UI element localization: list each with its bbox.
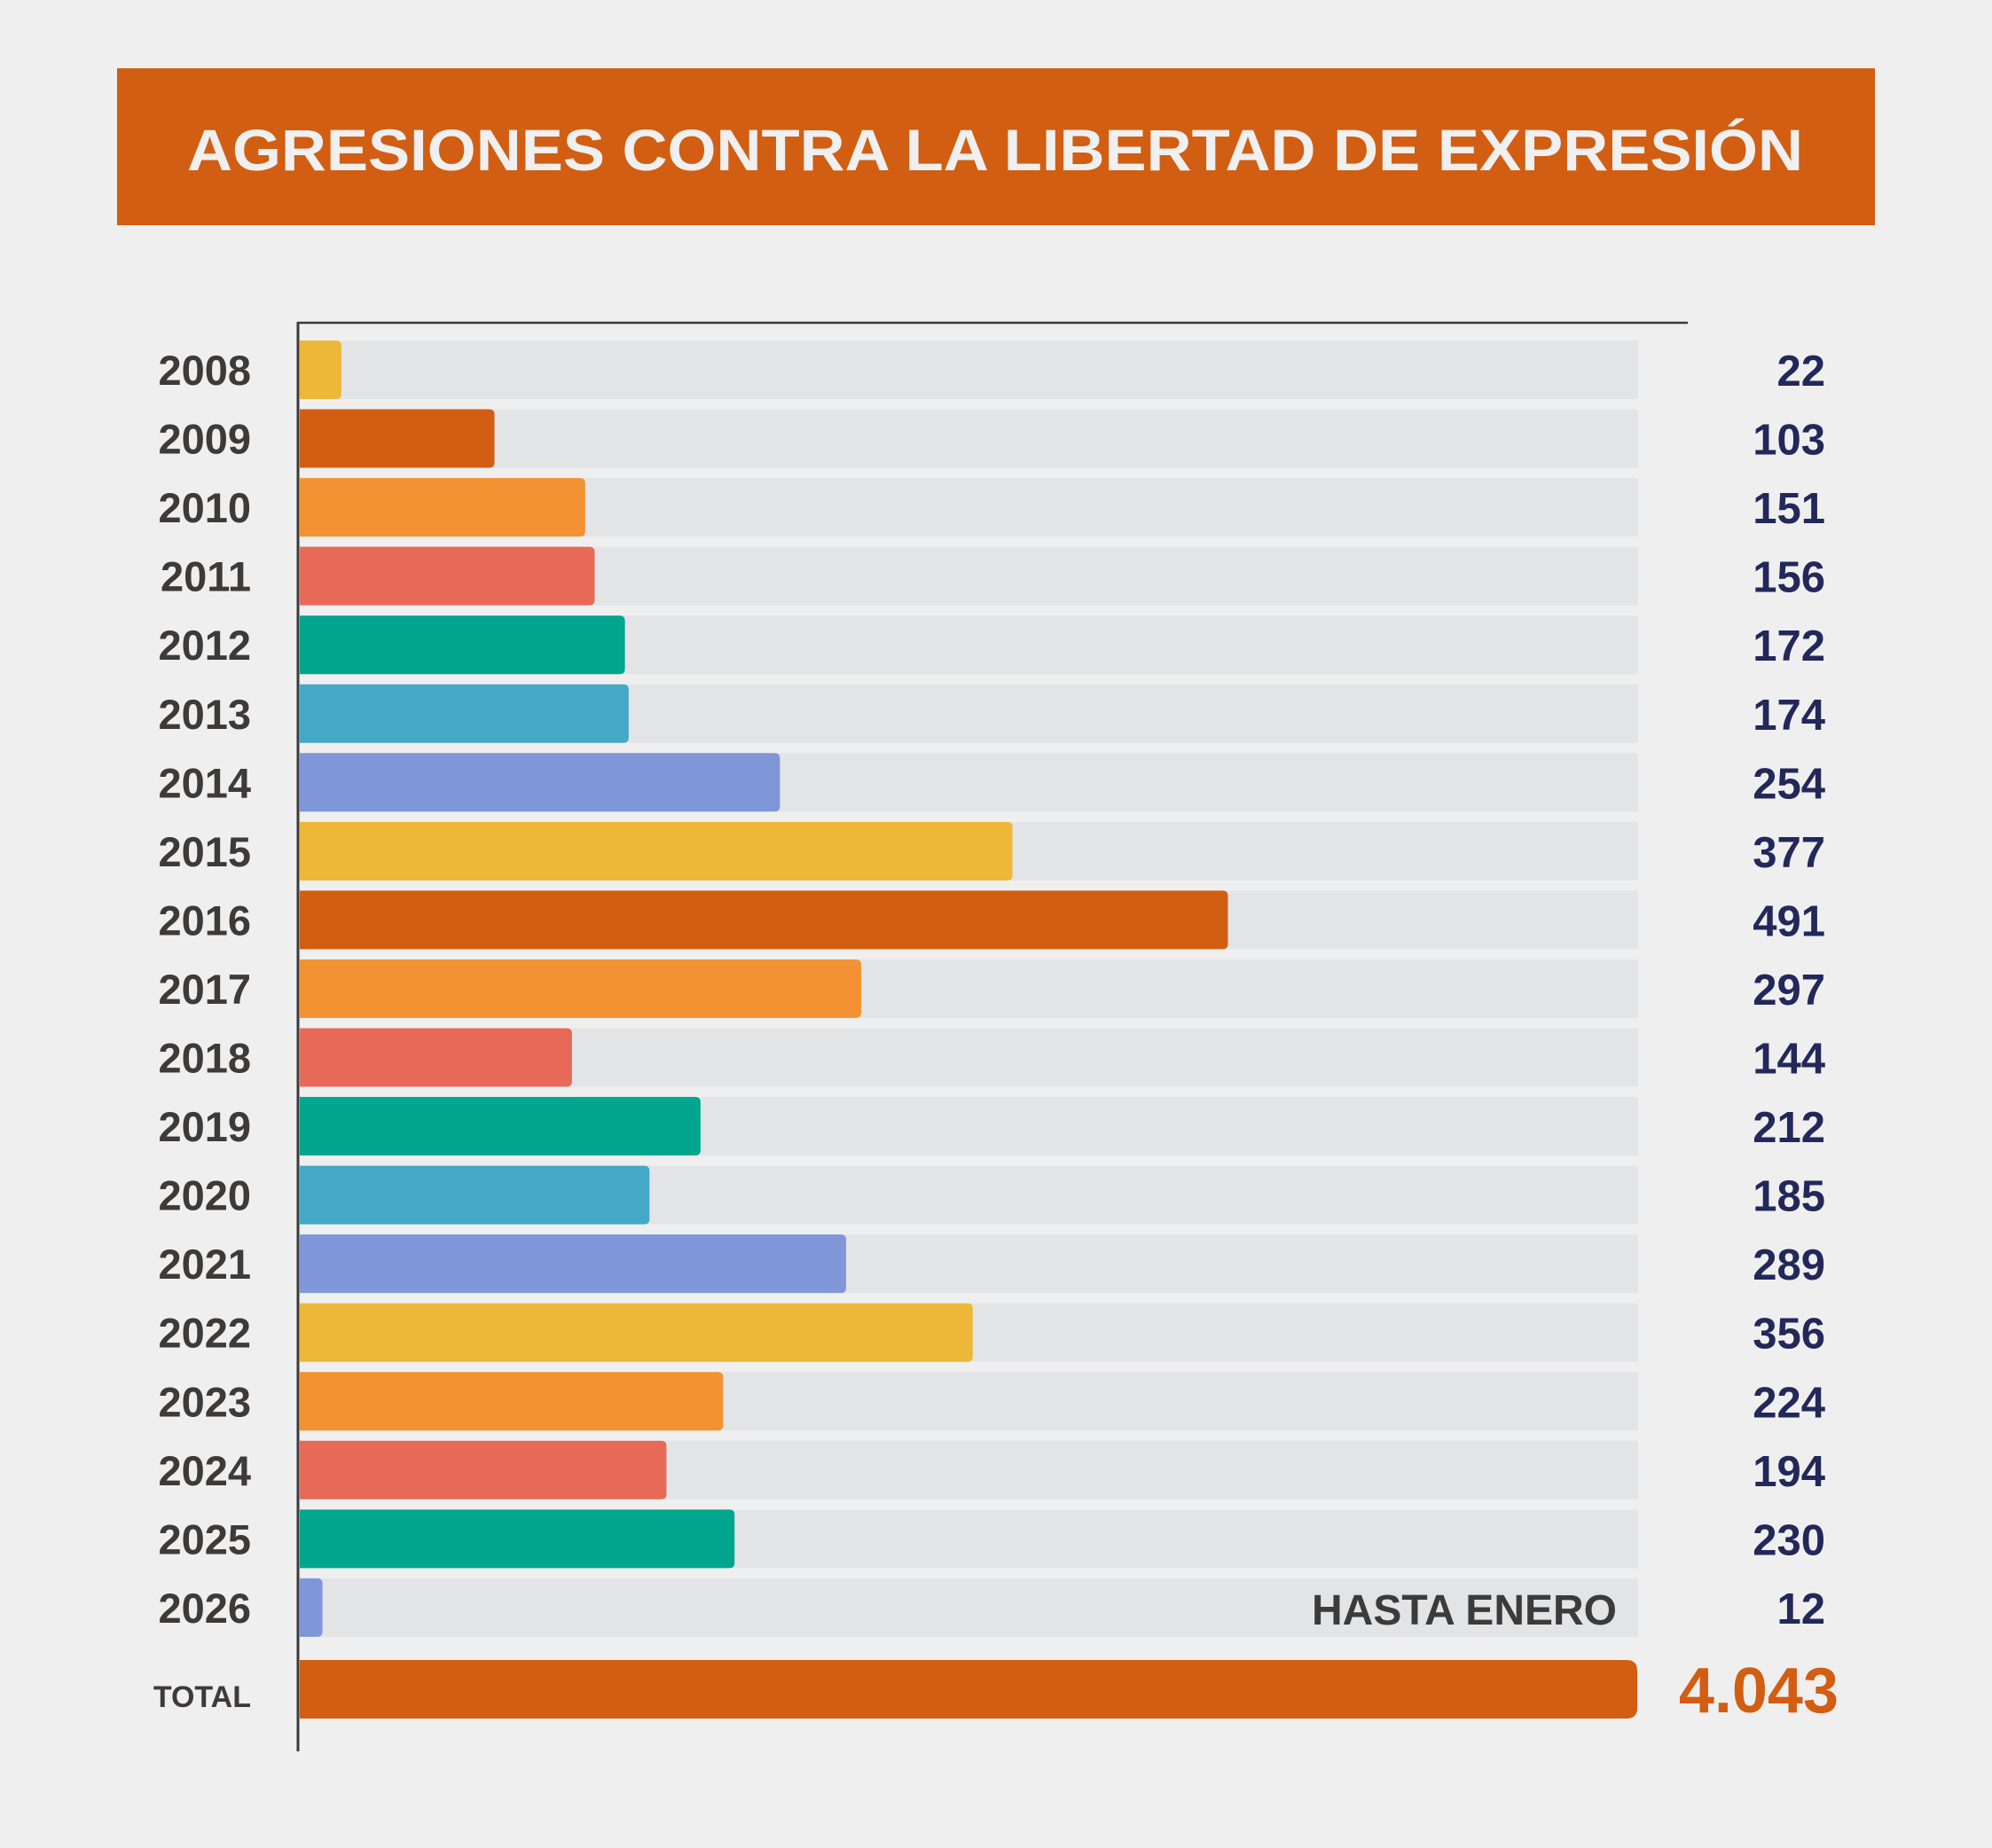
year-label: 2011: [161, 553, 251, 600]
total-bar: [300, 1660, 1637, 1719]
value-label: 377: [1753, 829, 1825, 877]
value-label: 103: [1753, 417, 1825, 465]
value-label: 174: [1753, 692, 1825, 740]
bar-2023: [300, 1372, 724, 1431]
bar-2016: [300, 890, 1228, 950]
value-label: 144: [1753, 1036, 1825, 1084]
bar-2024: [300, 1440, 667, 1500]
bar-2011: [300, 546, 595, 606]
bar-2018: [300, 1028, 572, 1087]
value-label: 156: [1753, 554, 1825, 602]
bar-2012: [300, 615, 625, 675]
bar-2026: [300, 1578, 323, 1637]
annotations: HASTA ENERO: [1312, 1587, 1617, 1634]
bar-2021: [300, 1234, 846, 1294]
value-label: 22: [1776, 348, 1825, 395]
title-banner: AGRESIONES CONTRA LA LIBERTAD DE EXPRESI…: [117, 68, 1875, 225]
year-label: 2012: [158, 622, 251, 669]
value-label: 185: [1753, 1173, 1825, 1221]
year-label: 2023: [158, 1378, 251, 1425]
chart-title: AGRESIONES CONTRA LA LIBERTAD DE EXPRESI…: [187, 117, 1803, 183]
bar-track: [300, 1578, 1638, 1637]
title-banner-background: [117, 68, 1875, 225]
bar-2014: [300, 753, 780, 812]
year-label: 2014: [158, 759, 251, 806]
bar-2008: [300, 341, 341, 399]
year-label: 2019: [158, 1103, 251, 1150]
total-label: TOTAL: [153, 1680, 251, 1714]
year-label: 2010: [158, 484, 251, 531]
year-label: 2022: [158, 1310, 251, 1357]
year-label: 2013: [158, 691, 251, 738]
bar-2015: [300, 821, 1013, 881]
annotation-label: HASTA ENERO: [1312, 1587, 1617, 1634]
bar-2019: [300, 1097, 701, 1156]
year-label: 2026: [158, 1585, 251, 1632]
bar-2022: [300, 1303, 973, 1362]
title-banner-graphic: AGRESIONES CONTRA LA LIBERTAD DE EXPRESI…: [117, 68, 1875, 225]
value-label: 356: [1753, 1311, 1825, 1359]
year-label: 2024: [158, 1447, 251, 1494]
bar-2013: [300, 684, 629, 743]
year-label: 2020: [158, 1172, 251, 1219]
year-label: 2021: [158, 1241, 251, 1288]
bar-track: [300, 409, 1638, 468]
year-label: 2018: [158, 1035, 251, 1082]
year-label: 2015: [158, 828, 251, 875]
bar-2025: [300, 1509, 735, 1569]
value-label: 172: [1753, 623, 1825, 670]
value-label: 224: [1753, 1379, 1825, 1427]
bar-2020: [300, 1165, 650, 1225]
year-label: 2008: [158, 347, 251, 394]
value-labels: 22 103 151 156 172 174 254 377 491 297 144 212 185 28…: [1753, 348, 1825, 1633]
bar-2017: [300, 959, 862, 1018]
value-label: 230: [1753, 1516, 1825, 1564]
value-label: 254: [1753, 760, 1825, 808]
year-label: 2025: [158, 1515, 251, 1562]
value-label: 151: [1753, 485, 1825, 533]
year-label: 2016: [158, 897, 251, 944]
year-labels: 2008 2009 2010 2011 2012 2013 2014 2015 2016 2017…: [158, 347, 251, 1632]
value-label: 289: [1753, 1241, 1825, 1289]
year-label: 2009: [158, 416, 251, 463]
total-value: 4.043: [1679, 1656, 1839, 1727]
value-label: 491: [1753, 897, 1825, 945]
bar-2010: [300, 478, 585, 537]
value-label: 212: [1753, 1104, 1825, 1152]
bar-2009: [300, 409, 495, 468]
bar-track: [300, 341, 1638, 399]
value-label: 194: [1753, 1448, 1825, 1496]
year-label: 2017: [158, 966, 251, 1013]
bars: [300, 341, 1228, 1637]
value-label: 12: [1776, 1586, 1825, 1633]
value-label: 297: [1753, 967, 1825, 1014]
total-row: TOTAL 4.043: [153, 1656, 1839, 1727]
